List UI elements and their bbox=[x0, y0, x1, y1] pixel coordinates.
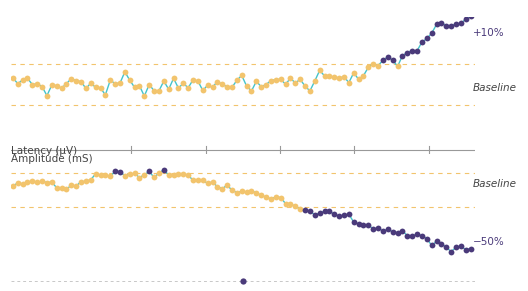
Text: Latency (μV): Latency (μV) bbox=[11, 146, 77, 155]
Text: Baseline: Baseline bbox=[473, 83, 517, 93]
Text: +10%: +10% bbox=[473, 28, 505, 38]
Text: Amplitude (mS): Amplitude (mS) bbox=[11, 154, 92, 164]
Text: Baseline: Baseline bbox=[473, 179, 517, 189]
Text: −50%: −50% bbox=[473, 237, 505, 247]
